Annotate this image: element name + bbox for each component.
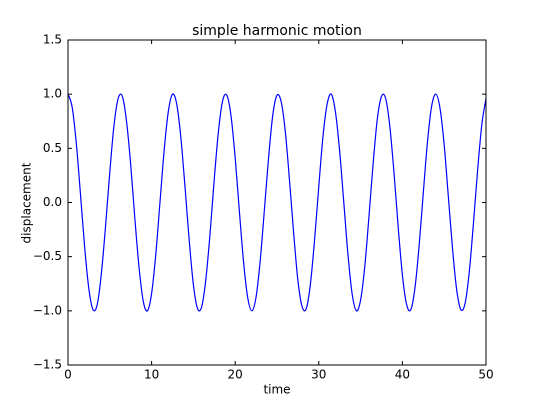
plot-frame: [67, 39, 487, 366]
y-tick-label: −1.5: [33, 358, 62, 372]
y-tick-label: 1.0: [43, 87, 62, 101]
y-axis-label: displacement: [20, 162, 34, 243]
data-line: [67, 93, 487, 312]
y-tick-label: 0.0: [43, 195, 62, 209]
chart-title: simple harmonic motion: [192, 23, 362, 39]
y-tick-label: −0.5: [33, 249, 62, 263]
y-tick-label: −1.0: [33, 303, 62, 317]
x-tick-label: 30: [311, 368, 326, 382]
x-tick-label: 10: [144, 368, 159, 382]
y-tick-label: 0.5: [43, 141, 62, 155]
x-tick-label: 0: [64, 368, 72, 382]
x-axis-label: time: [263, 383, 290, 397]
y-tick-label: 1.5: [43, 33, 62, 47]
x-tick-label: 40: [395, 368, 410, 382]
x-tick-label: 50: [478, 368, 493, 382]
x-tick-label: 20: [228, 368, 243, 382]
